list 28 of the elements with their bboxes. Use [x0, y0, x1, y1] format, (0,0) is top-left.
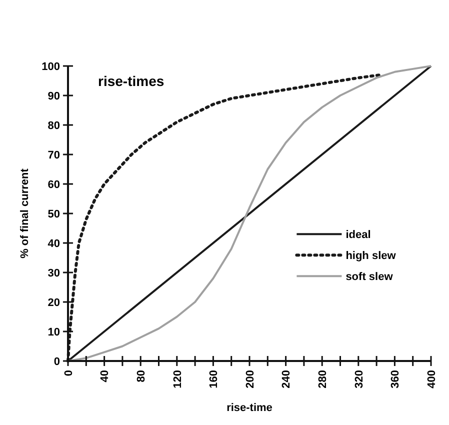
x-tick-label: 160 — [208, 370, 220, 388]
y-tick-label: 90 — [48, 90, 60, 102]
x-tick-label: 0 — [62, 370, 75, 376]
x-tick-label: 320 — [353, 370, 366, 388]
x-tick-label: 40 — [99, 370, 112, 382]
text: rise-times — [98, 73, 164, 89]
y-tick-label: 40 — [48, 238, 60, 250]
x-tick-label: 240 — [280, 370, 293, 388]
x-tick-label: 80 — [135, 370, 148, 382]
legend-label: ideal — [346, 229, 371, 241]
x-tick-label: 120 — [172, 370, 184, 388]
y-tick-label: 10 — [48, 326, 60, 338]
x-tick-label: 360 — [390, 370, 402, 388]
y-tick-label: 80 — [48, 120, 60, 132]
legend-label: high slew — [346, 250, 396, 262]
x-tick-label: 200 — [244, 370, 256, 388]
x-tick-label: 400 — [426, 370, 438, 388]
y-tick-label: 20 — [48, 296, 60, 309]
y-tick-label: 70 — [48, 149, 60, 162]
y-tick-label: 30 — [48, 267, 60, 280]
y-tick-label: 50 — [48, 208, 60, 220]
y-tick-label: 60 — [48, 178, 60, 191]
y-axis-title: % of final current — [18, 168, 31, 258]
x-tick-label: 280 — [316, 370, 329, 388]
legend-label: soft slew — [346, 271, 394, 283]
y-tick-label: 0 — [54, 356, 60, 368]
x-axis-title: rise-time — [226, 402, 272, 414]
y-tick-label: 100 — [42, 60, 60, 73]
